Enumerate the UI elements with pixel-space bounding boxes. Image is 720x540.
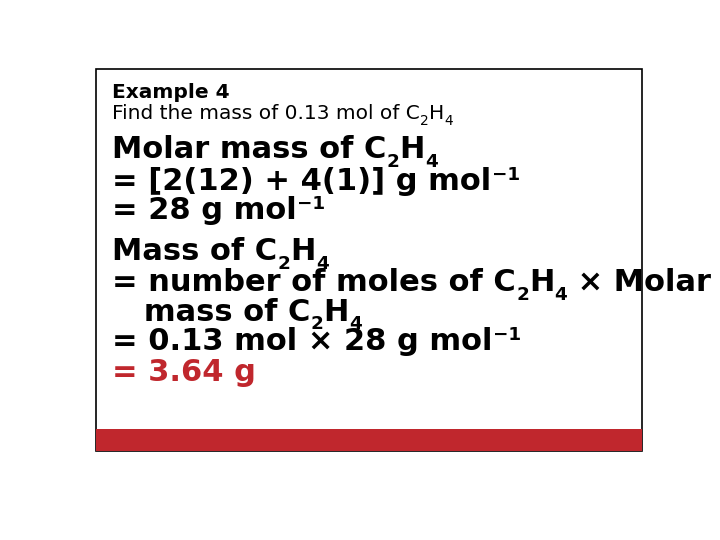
Text: 4: 4 <box>349 315 361 333</box>
Text: 2: 2 <box>420 114 429 128</box>
Text: 4: 4 <box>425 153 438 171</box>
Text: 4: 4 <box>315 255 328 273</box>
Text: H: H <box>429 104 444 123</box>
Text: H: H <box>400 136 425 164</box>
FancyBboxPatch shape <box>96 429 642 451</box>
Text: −1: −1 <box>492 326 521 343</box>
Text: × Molar: × Molar <box>567 268 711 298</box>
Text: = number of moles of C: = number of moles of C <box>112 268 516 298</box>
Text: = 0.13 mol × 28 g mol: = 0.13 mol × 28 g mol <box>112 327 492 356</box>
Text: Example 4: Example 4 <box>112 83 230 102</box>
Text: Molar mass of C: Molar mass of C <box>112 136 387 164</box>
Text: 2: 2 <box>311 315 323 333</box>
Text: −1: −1 <box>297 194 325 213</box>
Text: −1: −1 <box>492 166 520 184</box>
Text: Find the mass of 0.13 mol of C: Find the mass of 0.13 mol of C <box>112 104 420 123</box>
Text: H: H <box>529 268 554 298</box>
Text: = [2(12) + 4(1)] g mol: = [2(12) + 4(1)] g mol <box>112 166 492 195</box>
Text: 2: 2 <box>516 286 529 304</box>
Text: 2: 2 <box>387 153 400 171</box>
Text: mass of C: mass of C <box>112 298 311 327</box>
FancyBboxPatch shape <box>96 69 642 451</box>
Text: H: H <box>290 237 315 266</box>
Text: H: H <box>323 298 349 327</box>
Text: = 3.64 g: = 3.64 g <box>112 358 256 387</box>
Text: Mass of C: Mass of C <box>112 237 277 266</box>
Text: 4: 4 <box>554 286 567 304</box>
Text: 2: 2 <box>277 255 290 273</box>
Text: 4: 4 <box>444 114 453 128</box>
Text: = 28 g mol: = 28 g mol <box>112 195 297 225</box>
